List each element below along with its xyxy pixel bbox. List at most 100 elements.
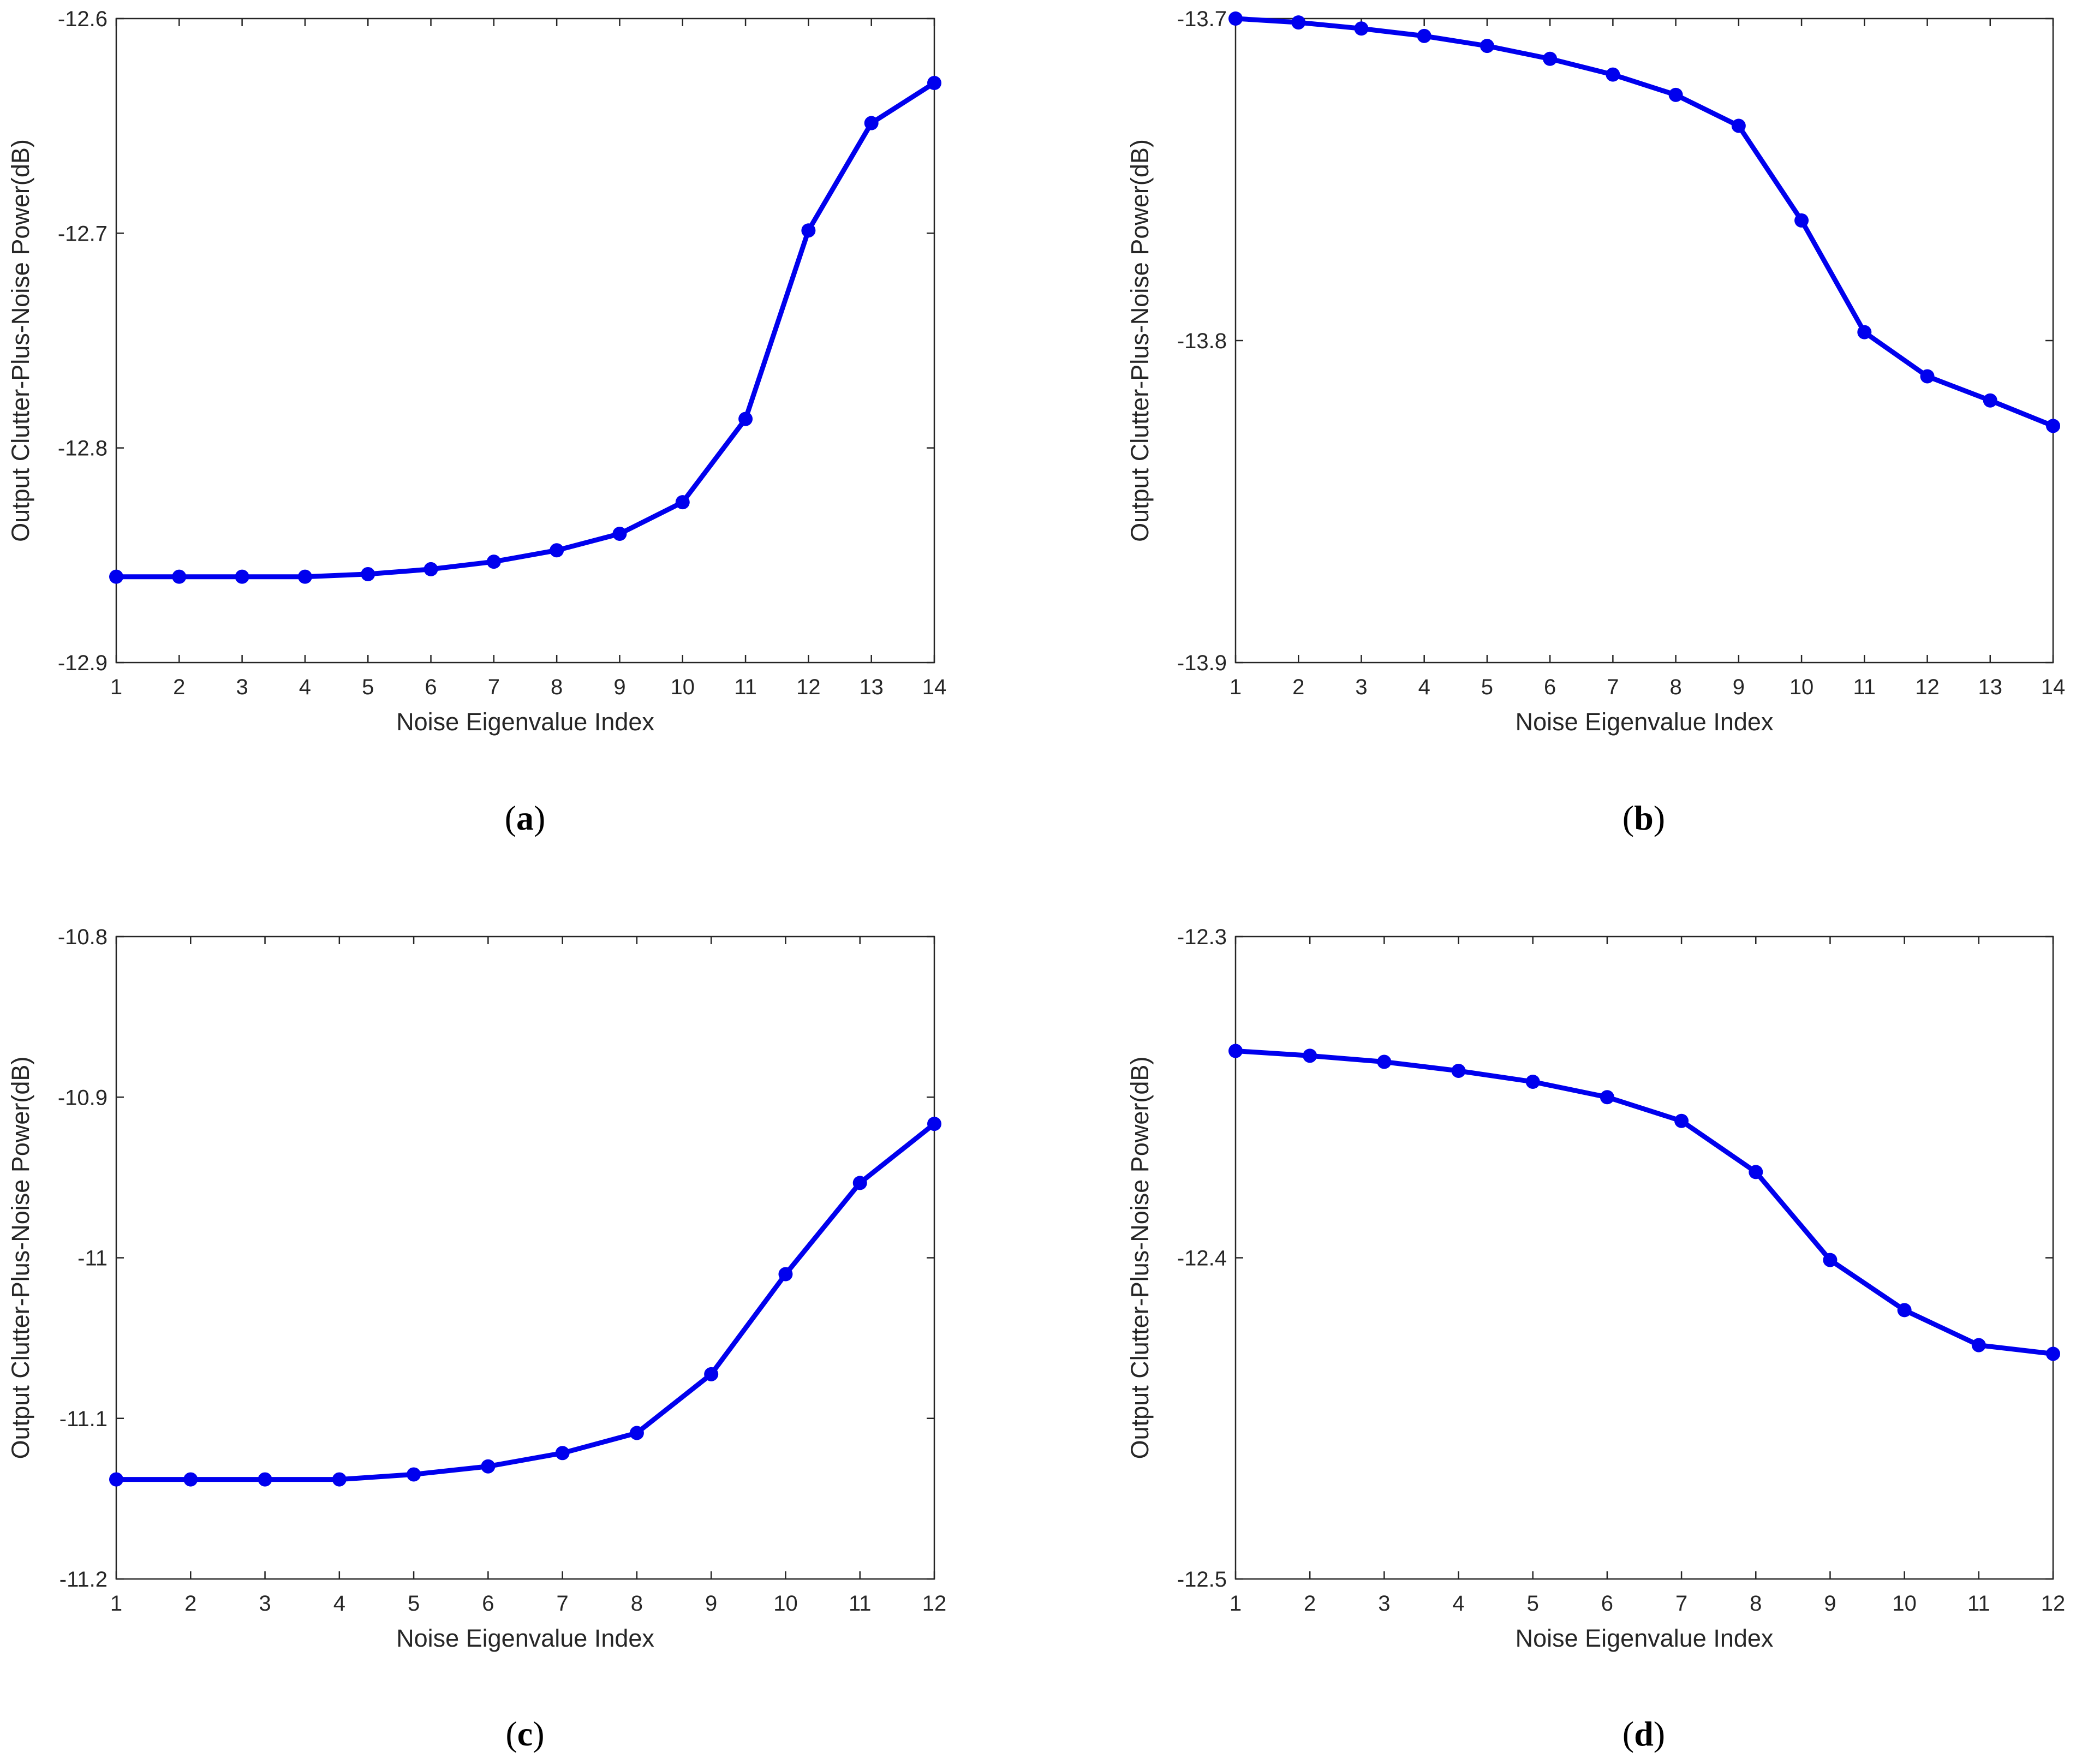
data-point <box>550 543 564 558</box>
x-tick-label: 3 <box>236 675 248 699</box>
x-tick-label: 10 <box>1789 675 1814 699</box>
y-tick-label: -12.6 <box>58 7 108 31</box>
y-tick-label: -11.1 <box>59 1407 108 1431</box>
data-point <box>864 116 879 130</box>
x-tick-label: 4 <box>1418 675 1430 699</box>
y-tick-label: -12.3 <box>1177 925 1227 949</box>
panel-caption: (d) <box>1622 1714 1665 1753</box>
data-point <box>423 562 438 576</box>
data-point <box>1674 1113 1689 1128</box>
data-point <box>612 527 627 541</box>
y-axis-label: Output Clutter-Plus-Noise Power(dB) <box>1126 1057 1154 1459</box>
caption-open: ( <box>505 1714 517 1753</box>
x-tick-label: 8 <box>1750 1592 1762 1616</box>
data-point <box>675 495 690 510</box>
x-tick-label: 2 <box>1292 675 1304 699</box>
x-tick-label: 10 <box>671 675 695 699</box>
data-point <box>258 1472 272 1487</box>
x-tick-label: 10 <box>773 1592 798 1616</box>
caption-letter: d <box>1634 1714 1654 1753</box>
data-point <box>2046 419 2060 433</box>
x-tick-label: 4 <box>333 1592 345 1616</box>
x-tick-label: 9 <box>1824 1592 1836 1616</box>
data-point <box>1857 325 1872 339</box>
plot-frame <box>1234 17 2054 664</box>
data-point <box>183 1472 198 1487</box>
y-tick-label: -10.9 <box>58 1086 108 1110</box>
x-tick-label: 12 <box>1915 675 1940 699</box>
x-tick-label: 8 <box>631 1592 643 1616</box>
x-tick-label: 3 <box>1378 1592 1390 1616</box>
y-tick-label: -10.8 <box>58 925 108 949</box>
data-point <box>1731 118 1746 133</box>
data-point <box>1543 51 1558 66</box>
data-point <box>109 569 123 584</box>
data-point <box>738 412 753 426</box>
data-point <box>801 223 816 238</box>
x-tick-label: 11 <box>734 675 757 699</box>
data-point <box>486 555 501 569</box>
x-tick-label: 2 <box>173 675 185 699</box>
plot-frame <box>1234 935 2054 1580</box>
data-point <box>1794 213 1809 228</box>
series-line <box>1233 16 2056 428</box>
data-point <box>1377 1054 1392 1069</box>
y-tick-label: -11.2 <box>59 1568 108 1592</box>
caption-close: ) <box>1654 798 1665 837</box>
x-tick-label: 2 <box>1304 1592 1316 1616</box>
data-point <box>852 1176 867 1190</box>
x-tick-label: 9 <box>1733 675 1745 699</box>
chart-panel-a: 1 2 3 4 5 6 7 8 9 10 11 12 13 14-12.9-12.8-12.7-12.6N… <box>7 7 946 837</box>
data-point <box>1228 11 1243 26</box>
caption-open: ( <box>1622 798 1634 837</box>
data-point <box>297 569 312 584</box>
x-tick-label: 5 <box>362 675 374 699</box>
data-point <box>778 1267 793 1282</box>
x-tick-label: 6 <box>1601 1592 1613 1616</box>
x-tick-label: 4 <box>299 675 311 699</box>
data-point <box>629 1426 644 1440</box>
x-tick-label: 3 <box>259 1592 271 1616</box>
x-tick-label: 8 <box>551 675 563 699</box>
x-tick-label: 6 <box>425 675 437 699</box>
x-tick-label: 4 <box>1452 1592 1464 1616</box>
data-point <box>1600 1090 1614 1105</box>
data-point <box>1525 1075 1540 1089</box>
x-tick-label: 11 <box>1853 675 1876 699</box>
data-point <box>1823 1253 1838 1267</box>
panel-caption: (c) <box>505 1714 544 1753</box>
chart-panel-b: 1 2 3 4 5 6 7 8 9 10 11 12 13 14-13.9-13.8-13.7Noise … <box>1126 7 2065 837</box>
data-point <box>109 1472 123 1487</box>
x-tick-label: 3 <box>1355 675 1367 699</box>
y-tick-label: -13.8 <box>1177 329 1227 353</box>
data-point <box>927 76 941 90</box>
caption-open: ( <box>1622 1714 1634 1753</box>
data-point <box>481 1459 496 1474</box>
caption-open: ( <box>505 798 516 837</box>
data-point <box>172 569 187 584</box>
data-point <box>1354 21 1369 36</box>
x-tick-label: 8 <box>1669 675 1681 699</box>
y-axis-label: Output Clutter-Plus-Noise Power(dB) <box>1126 139 1154 542</box>
x-tick-label: 11 <box>1967 1592 1990 1616</box>
data-point <box>1480 39 1494 53</box>
y-tick-label: -13.7 <box>1177 7 1227 31</box>
y-tick-label: -12.4 <box>1177 1247 1227 1271</box>
x-tick-label: 13 <box>1978 675 2003 699</box>
x-tick-label: 9 <box>613 675 625 699</box>
caption-letter: b <box>1634 798 1654 837</box>
x-tick-label: 2 <box>184 1592 196 1616</box>
x-tick-label: 12 <box>922 1592 947 1616</box>
series-line <box>114 80 937 580</box>
data-point <box>361 567 375 581</box>
caption-letter: a <box>516 798 534 837</box>
y-tick-label: -12.9 <box>58 651 108 675</box>
x-tick-label: 13 <box>859 675 884 699</box>
data-point <box>1897 1303 1912 1318</box>
caption-close: ) <box>533 1714 544 1753</box>
x-tick-label: 7 <box>488 675 500 699</box>
x-tick-label: 14 <box>922 675 947 699</box>
x-tick-label: 14 <box>2041 675 2066 699</box>
